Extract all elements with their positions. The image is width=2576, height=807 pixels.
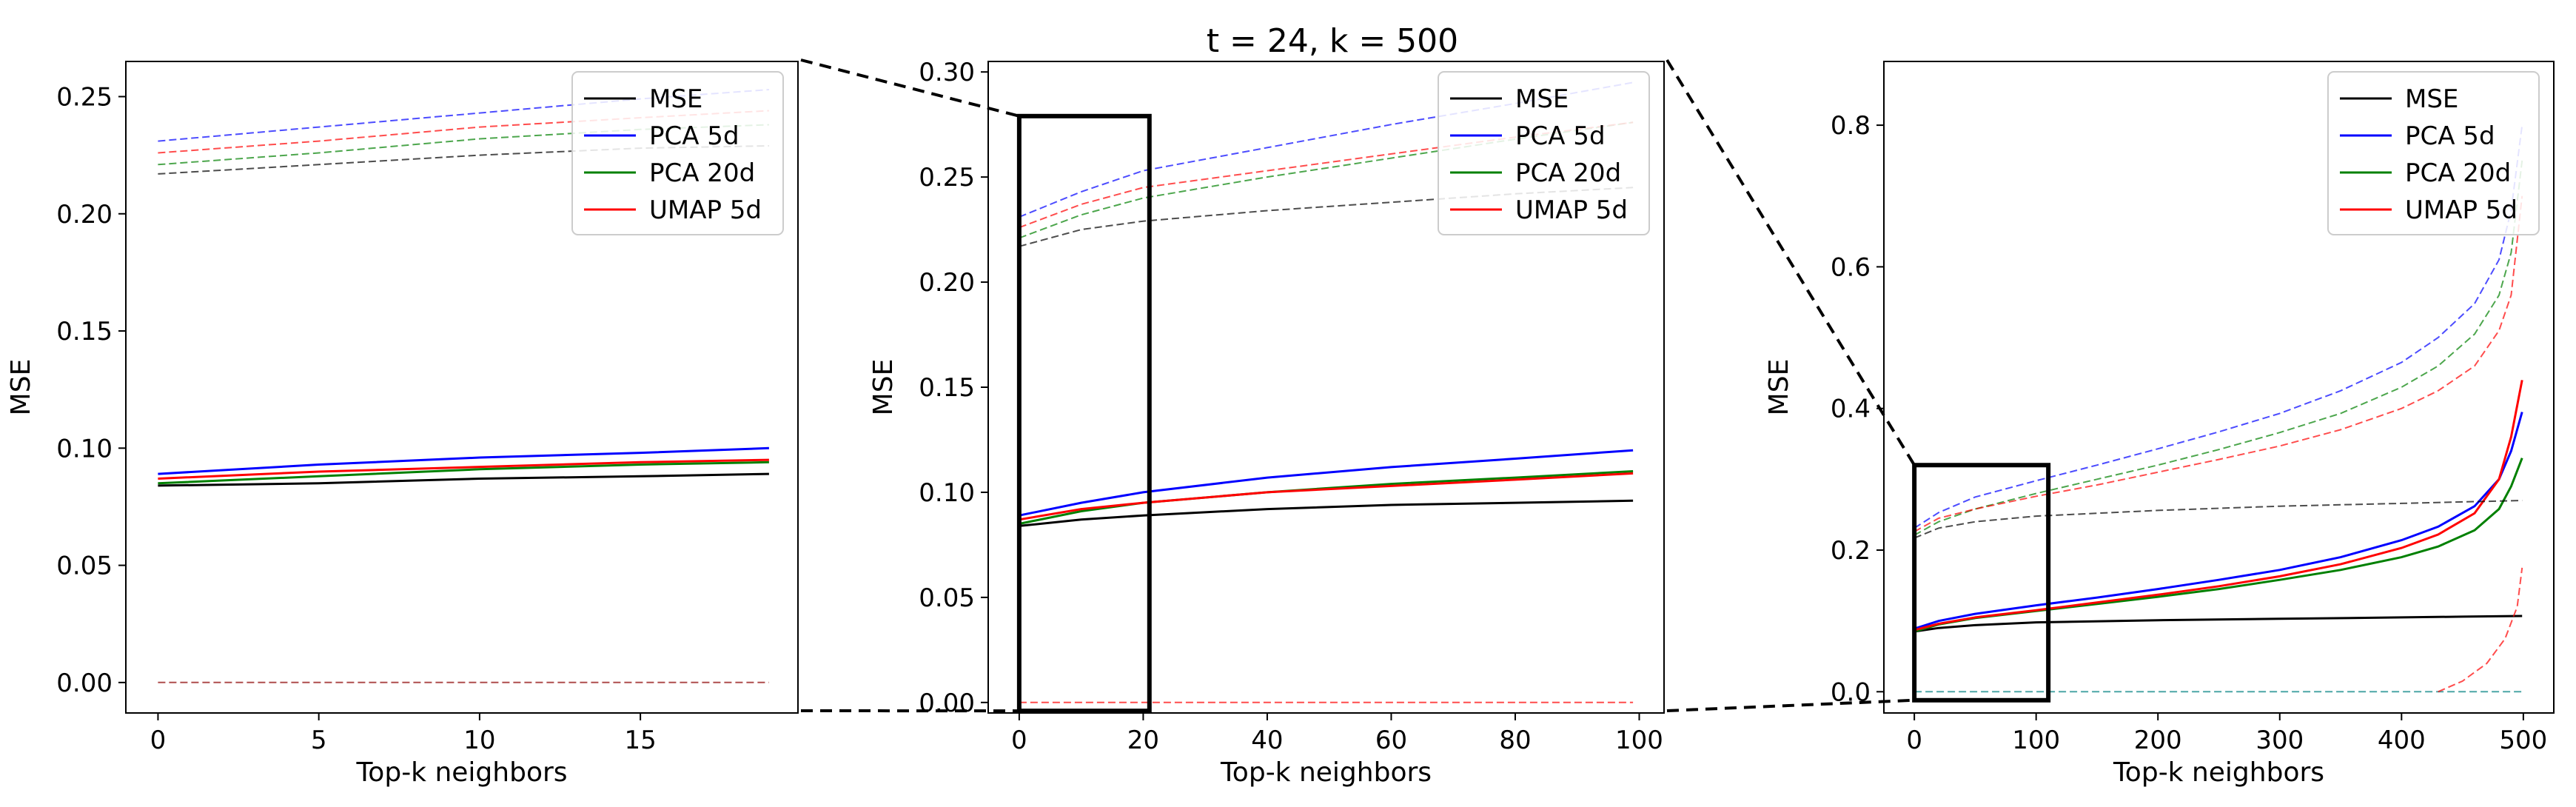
series-line-pca-5d-dashed [1019, 81, 1634, 218]
series-line-mse-dashed [1913, 500, 2523, 539]
y-tick-label: 0.10 [919, 478, 975, 508]
figure-title: t = 24, k = 500 [1207, 22, 1458, 60]
series-line-mse-solid [1913, 615, 2523, 633]
series-line-umap-5d-solid [1913, 380, 2523, 632]
x-tick-label: 60 [1375, 726, 1407, 755]
y-tick-label: 0.20 [56, 200, 113, 230]
axes-frame [1883, 61, 2555, 714]
legend-label: UMAP 5d [2405, 195, 2518, 225]
x-axis-label: Top-k neighbors [2113, 757, 2324, 788]
series-line-umap-5d-dashed [1913, 195, 2523, 532]
x-tick-label: 200 [2134, 726, 2182, 755]
y-tick-label: 0.25 [56, 82, 113, 112]
x-axis-label: Top-k neighbors [355, 757, 567, 788]
x-tick-label: 0 [1906, 726, 1922, 755]
series-line-pca-5d-dashed [1913, 124, 2523, 529]
legend-label: UMAP 5d [1515, 195, 1628, 225]
zoom-connectors [800, 58, 1916, 713]
axes-frame [125, 61, 799, 714]
y-axis-label: MSE [6, 359, 36, 416]
x-tick-label: 400 [2378, 726, 2426, 755]
x-tick-label: 80 [1499, 726, 1531, 755]
y-tick-label: 0.8 [1831, 111, 1871, 141]
y-tick-label: 0.25 [919, 163, 975, 192]
x-tick-label: 15 [624, 726, 656, 755]
x-tick-label: 100 [2012, 726, 2060, 755]
y-tick-label: 0.15 [56, 317, 113, 346]
legend: MSE PCA 5d PCA 20d UMAP 5d [1438, 71, 1650, 235]
x-tick-label: 20 [1127, 726, 1159, 755]
series-line-pca-20d-solid [158, 461, 769, 485]
series-line-mse-solid [158, 472, 769, 487]
series-line-pca-20d-dashed [1913, 160, 2523, 536]
legend: MSE PCA 5d PCA 20d UMAP 5d [571, 71, 784, 235]
x-axis-label: Top-k neighbors [1220, 757, 1432, 788]
series-line-pca-20d-dashed [1019, 121, 1634, 239]
series-line-pca-20d-solid [1913, 458, 2523, 633]
series-line-umap-5d-tail-dashed [2438, 567, 2523, 693]
legend-label: PCA 5d [2405, 121, 2495, 151]
legend-label: MSE [2405, 84, 2458, 114]
x-tick-label: 500 [2499, 726, 2547, 755]
panel-1: 0 5 10 15 0.00 0.05 0.10 0.15 0.20 0.25 Top-k neig… [6, 61, 799, 788]
series-line-pca-5d-solid [158, 446, 769, 475]
series-line-umap-5d-solid [1019, 472, 1634, 521]
legend-box [2327, 71, 2540, 235]
y-tick-label: 0.6 [1831, 252, 1871, 282]
y-tick-label: 0.4 [1831, 395, 1871, 424]
x-tick-label: 0 [150, 726, 167, 755]
legend-label: PCA 20d [649, 158, 755, 188]
y-tick-label: 0.20 [919, 268, 975, 298]
y-tick-label: 0.00 [919, 689, 975, 718]
legend-label: UMAP 5d [649, 195, 762, 225]
x-tick-label: 40 [1251, 726, 1283, 755]
x-tick-label: 10 [463, 726, 495, 755]
zoom-connector-line [1666, 698, 1915, 712]
y-tick-label: 0.05 [919, 583, 975, 613]
y-tick-label: 0.10 [56, 434, 113, 463]
legend-label: MSE [649, 84, 702, 114]
zoom-box [1016, 113, 1152, 714]
x-tick-label: 5 [311, 726, 327, 755]
legend-box [1438, 71, 1650, 235]
series-line-mse-solid [1019, 499, 1634, 527]
y-tick-label: 0.2 [1831, 536, 1871, 566]
zoom-connector-line [800, 58, 1020, 118]
x-tick-label: 300 [2255, 726, 2304, 755]
y-axis-label: MSE [1764, 359, 1794, 416]
legend-label: PCA 20d [2405, 158, 2511, 188]
legend: MSE PCA 5d PCA 20d UMAP 5d [2327, 71, 2540, 235]
panel-2: 0 20 40 60 80 100 0.00 0.05 0.10 0.15 0.20 0.25 0.30… [868, 58, 1665, 788]
series-group [1913, 124, 2523, 693]
x-tick-label: 100 [1615, 726, 1663, 755]
series-line-pca-5d-solid [1019, 449, 1634, 517]
zoom-connector-line [1666, 58, 1916, 466]
x-tick-label: 0 [1011, 726, 1027, 755]
legend-label: PCA 5d [649, 121, 739, 151]
series-line-umap-5d-solid [158, 458, 769, 480]
y-tick-label: 0.30 [919, 58, 975, 87]
y-tick-label: 0.00 [56, 669, 113, 698]
y-axis-label: MSE [868, 359, 899, 416]
legend-box [571, 71, 784, 235]
legend-label: MSE [1515, 84, 1569, 114]
y-tick-label: 0.05 [56, 552, 113, 581]
series-line-pca-5d-solid [1913, 412, 2523, 630]
zoom-box [1912, 463, 2051, 703]
legend-label: PCA 5d [1515, 121, 1606, 151]
legend-label: PCA 20d [1515, 158, 1621, 188]
y-tick-label: 0.15 [919, 373, 975, 403]
